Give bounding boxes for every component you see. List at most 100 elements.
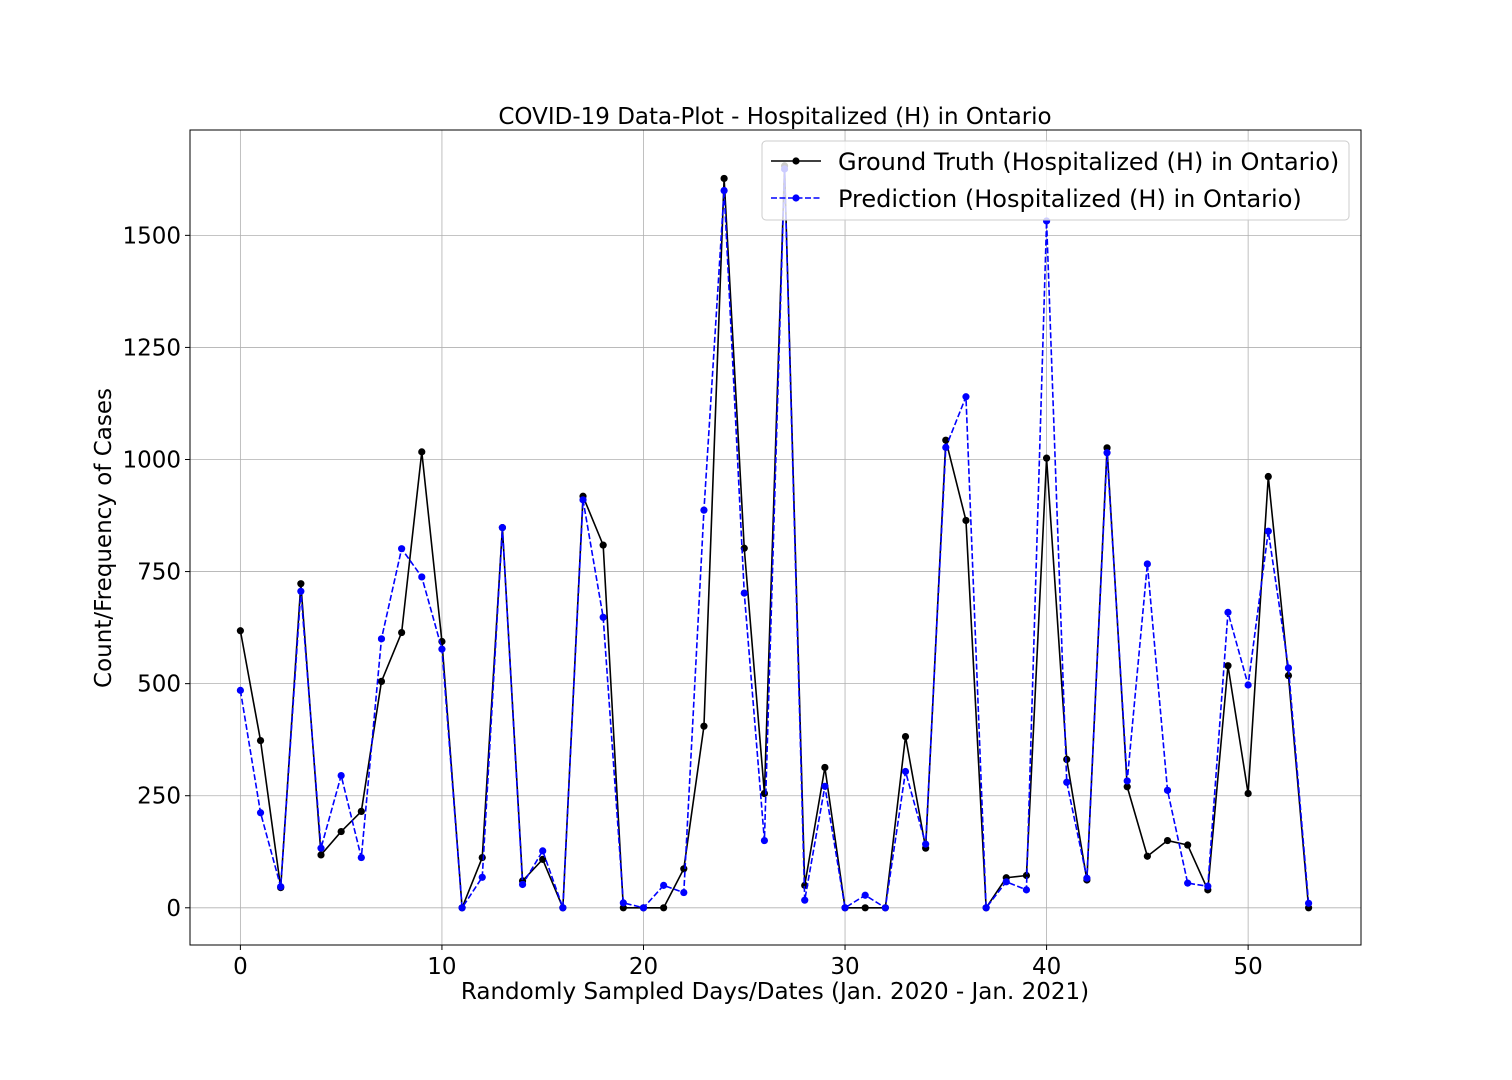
legend-label: Ground Truth (Hospitalized (H) in Ontari… (838, 148, 1339, 176)
data-point (1184, 841, 1192, 849)
data-point (821, 782, 829, 790)
legend-marker (792, 157, 800, 165)
legend-entry: Ground Truth (Hospitalized (H) in Ontari… (771, 148, 1339, 176)
data-point (942, 443, 950, 451)
y-tick-label: 0 (166, 896, 181, 922)
data-point (1063, 755, 1071, 764)
y-tick-label: 750 (137, 560, 181, 586)
data-point (680, 865, 688, 873)
data-point (680, 888, 688, 897)
y-tick-label: 1000 (122, 447, 181, 473)
y-tick-label: 500 (137, 672, 181, 698)
data-point (317, 844, 325, 852)
data-point (398, 545, 406, 553)
y-tick-label: 1250 (122, 335, 181, 361)
data-point (599, 613, 607, 621)
data-point (1224, 608, 1232, 616)
data-point (297, 587, 305, 595)
chart-title: COVID-19 Data-Plot - Hospitalized (H) in… (498, 104, 1051, 130)
data-point (418, 573, 426, 581)
series-0 (236, 162, 1313, 912)
data-point (337, 827, 345, 836)
data-point (821, 763, 829, 772)
data-point (357, 853, 365, 862)
data-point (1022, 886, 1031, 894)
data-point (1264, 472, 1272, 481)
legend-entry: Prediction (Hospitalized (H) in Ontario) (771, 185, 1302, 213)
data-point (861, 904, 869, 912)
data-point (760, 789, 769, 798)
series-1 (236, 165, 1313, 912)
data-point (881, 904, 889, 912)
data-point (1022, 871, 1031, 880)
data-point (740, 589, 748, 597)
data-point (418, 448, 426, 456)
legend-box (761, 140, 1350, 221)
data-point (277, 883, 285, 891)
data-point (398, 628, 406, 637)
data-point (619, 904, 627, 912)
data-point (1284, 664, 1293, 672)
data-point (559, 904, 567, 912)
data-point (922, 840, 930, 848)
data-point (841, 904, 849, 912)
grid-lines (190, 130, 1361, 945)
data-point (1123, 777, 1131, 785)
data-point (1163, 786, 1172, 794)
data-point (1143, 560, 1151, 568)
data-point (901, 767, 910, 776)
data-point (236, 686, 244, 694)
series-layer (236, 162, 1313, 912)
data-point (901, 732, 910, 741)
data-point (1284, 671, 1293, 680)
data-point (1063, 778, 1071, 786)
data-point (478, 873, 486, 881)
plot-frame (189, 129, 1362, 946)
data-point (256, 736, 265, 745)
data-point (236, 627, 244, 635)
data-point (438, 645, 446, 653)
data-point (700, 722, 708, 730)
data-point (639, 904, 648, 912)
data-point (660, 881, 668, 889)
data-point (942, 436, 950, 444)
x-tick-label: 0 (233, 954, 248, 980)
data-point (377, 635, 386, 643)
data-point (720, 186, 728, 195)
data-point (1304, 899, 1313, 907)
data-point (458, 904, 466, 912)
data-point (1244, 789, 1252, 798)
x-tick-label: 50 (1233, 954, 1262, 980)
data-point (982, 904, 990, 912)
data-point (478, 853, 486, 862)
data-point (1184, 879, 1192, 887)
x-tick-label: 30 (830, 954, 859, 980)
data-point (1123, 783, 1131, 791)
legend-label: Prediction (Hospitalized (H) in Ontario) (838, 185, 1302, 213)
x-tick-label: 20 (629, 954, 658, 980)
data-point (599, 541, 607, 549)
data-point (700, 506, 708, 514)
data-point (962, 393, 970, 401)
data-point (317, 851, 325, 859)
data-point (760, 836, 769, 845)
data-point (498, 524, 507, 532)
data-point (297, 580, 305, 588)
data-point (1002, 878, 1010, 886)
data-point (1083, 874, 1091, 882)
data-point (337, 771, 345, 780)
data-point (660, 904, 668, 912)
x-axis-label: Randomly Sampled Days/Dates (Jan. 2020 -… (461, 979, 1089, 1005)
data-point (1244, 681, 1252, 689)
data-point (1163, 836, 1172, 845)
data-point (861, 891, 869, 899)
data-point (539, 847, 547, 855)
data-point (1204, 882, 1212, 890)
x-tick-label: 40 (1032, 954, 1061, 980)
data-point (1042, 454, 1051, 462)
series-line (239, 165, 1310, 909)
data-point (1264, 527, 1272, 535)
series-line (239, 168, 1310, 909)
